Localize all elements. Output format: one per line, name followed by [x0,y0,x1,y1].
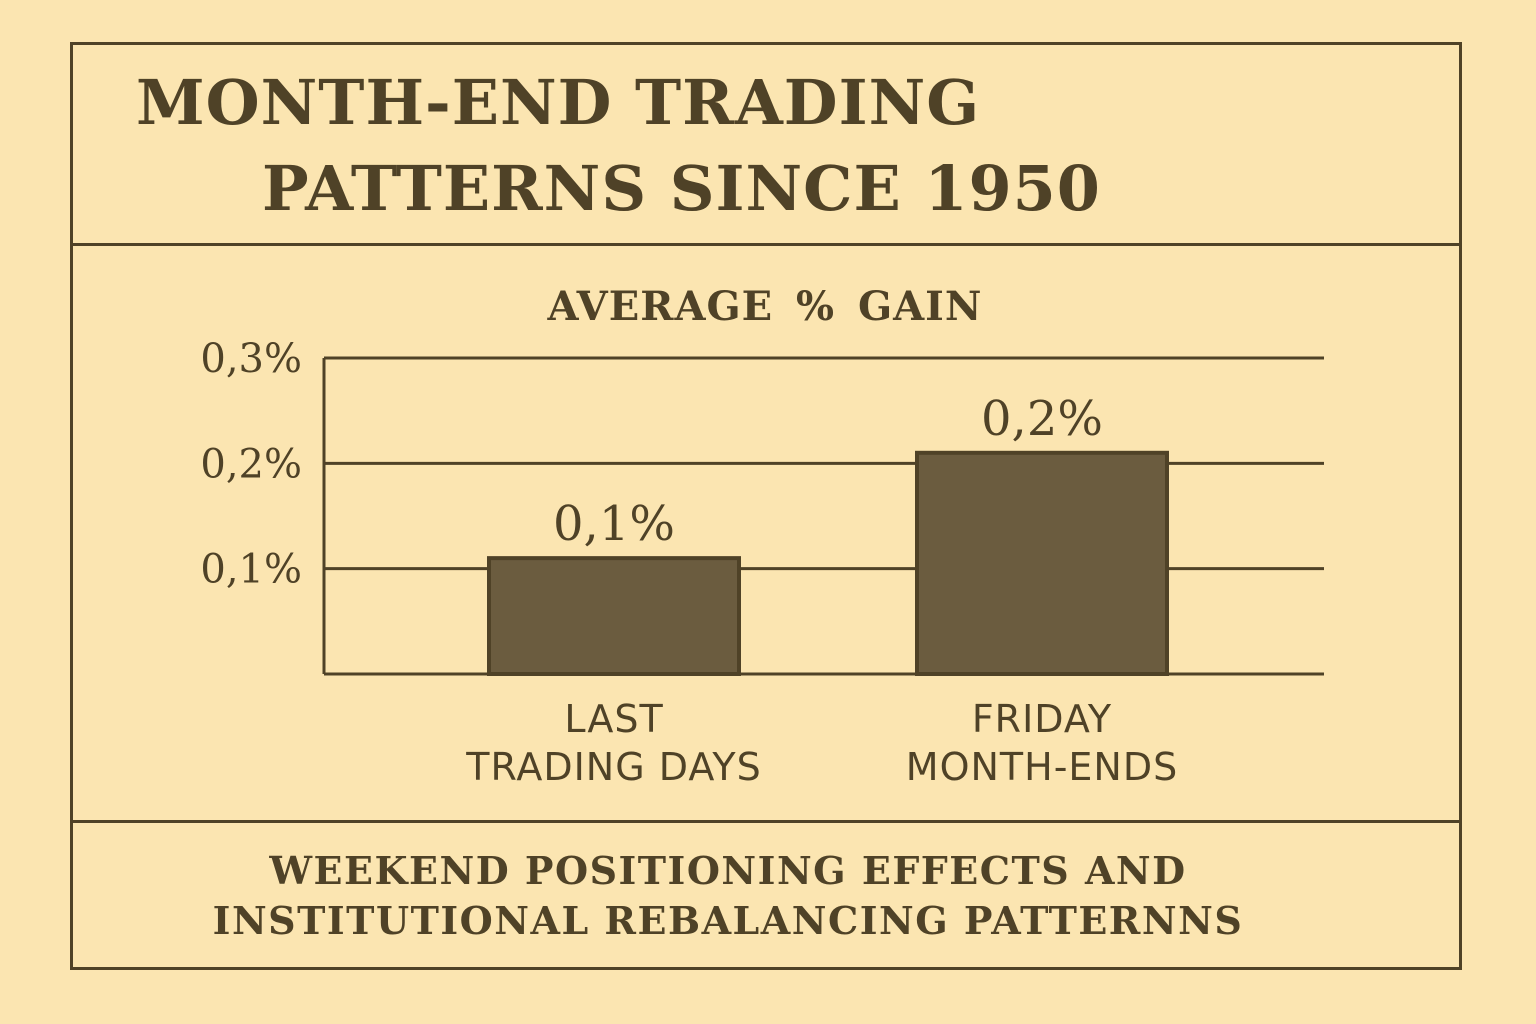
x-category-label-1-line-1: MONTH-ENDS [906,745,1178,789]
bar-1 [915,450,1169,676]
title-divider [73,243,1459,246]
y-tick-label-0: 0,1% [200,547,302,593]
x-category-label-1-line-0: FRIDAY [972,697,1112,741]
y-tick-label-1: 0,2% [200,441,302,487]
chart-subtitle: AVERAGE % GAIN [547,283,983,330]
footer-line-1: WEEKEND POSITIONING EFFECTS AND [269,848,1187,893]
chart-frame [70,42,1462,970]
data-label-1: 0,2% [981,391,1103,447]
x-category-label-0-line-1: TRADING DAYS [465,745,761,789]
footer-line-2: INSTITUTIONAL REBALANCING PATTERNNS [212,898,1244,943]
x-category-label-0-line-0: LAST [564,697,663,741]
chart-title-line-1: MONTH-END TRADING [136,66,981,139]
footer-divider [73,820,1459,823]
chart-title-line-2: PATTERNS SINCE 1950 [262,152,1101,225]
data-label-0: 0,1% [553,496,675,552]
bar-0 [487,556,741,677]
y-tick-label-2: 0,3% [200,336,302,382]
